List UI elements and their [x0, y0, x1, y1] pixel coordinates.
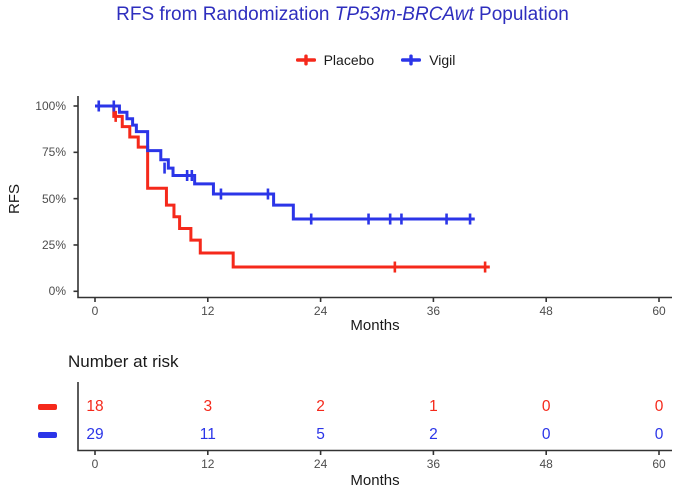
x-tick-label-risk: 24	[313, 456, 328, 471]
x-tick-label-risk: 0	[91, 456, 99, 471]
placebo-risk-count: 2	[316, 398, 325, 415]
chart-title-suffix: Population	[473, 4, 569, 25]
x-axis-label-main: Months	[350, 317, 400, 334]
placebo-plus-icon	[295, 54, 316, 66]
x-tick-label-risk: 36	[426, 456, 441, 471]
vigil-risk-count: 0	[541, 426, 551, 443]
placebo-risk-row-key	[38, 404, 57, 410]
x-tick-label-main: 12	[201, 303, 215, 318]
risk-axis-lines	[77, 382, 672, 452]
placebo-risk-count: 1	[429, 398, 438, 415]
vigil-risk-count: 29	[86, 426, 104, 443]
placebo-series	[95, 104, 490, 273]
main-axis-lines	[77, 96, 672, 299]
x-tick-label-main: 24	[313, 303, 328, 318]
vigil-risk-count: 2	[429, 426, 438, 443]
x-axis-label-risk: Months	[350, 472, 400, 489]
placebo-km-curve	[95, 104, 490, 269]
x-tick-label-main: 48	[539, 303, 553, 318]
legend-item-vigil: Vigil	[400, 52, 455, 68]
vigil-risk-count: 5	[316, 426, 325, 443]
vigil-risk-count: 0	[654, 426, 664, 443]
x-tick-label-risk: 48	[539, 456, 553, 471]
legend-label-vigil: Vigil	[429, 52, 456, 68]
axes	[73, 96, 672, 455]
vigil-risk-row-key	[38, 432, 57, 438]
vigil-km-curve	[95, 104, 475, 221]
x-tick-label-main: 60	[652, 303, 666, 318]
placebo-risk-count: 0	[541, 398, 551, 415]
y-tick-label: 100%	[35, 99, 66, 113]
vigil-risk-count: 11	[199, 426, 216, 443]
placebo-risk-count: 18	[86, 398, 104, 415]
y-tick-label: 75%	[41, 145, 66, 160]
x-tick-label-main: 0	[91, 303, 99, 318]
vigil-series	[95, 100, 475, 225]
chart-title: RFS from Randomization TP53m-BRCAwt Popu…	[0, 4, 685, 26]
y-tick-label: 0%	[48, 284, 66, 299]
x-tick-label-main: 36	[426, 303, 441, 318]
x-tick-label-risk: 60	[652, 456, 666, 471]
vigil-plus-icon	[401, 54, 422, 66]
legend-label-placebo: Placebo	[323, 52, 375, 68]
chart-title-prefix: RFS from Randomization	[116, 4, 335, 25]
y-tick-label: 25%	[41, 237, 66, 252]
chart-title-population-italic: TP53m-BRCAwt	[334, 4, 474, 25]
x-tick-label-risk: 12	[201, 456, 215, 471]
legend-item-placebo: Placebo	[295, 52, 375, 68]
y-tick-label: 50%	[41, 191, 66, 206]
placebo-risk-count: 3	[203, 398, 213, 415]
risk-table-title: Number at risk	[68, 352, 179, 371]
legend: Placebo Vigil	[78, 52, 672, 68]
placebo-risk-count: 0	[654, 398, 664, 415]
